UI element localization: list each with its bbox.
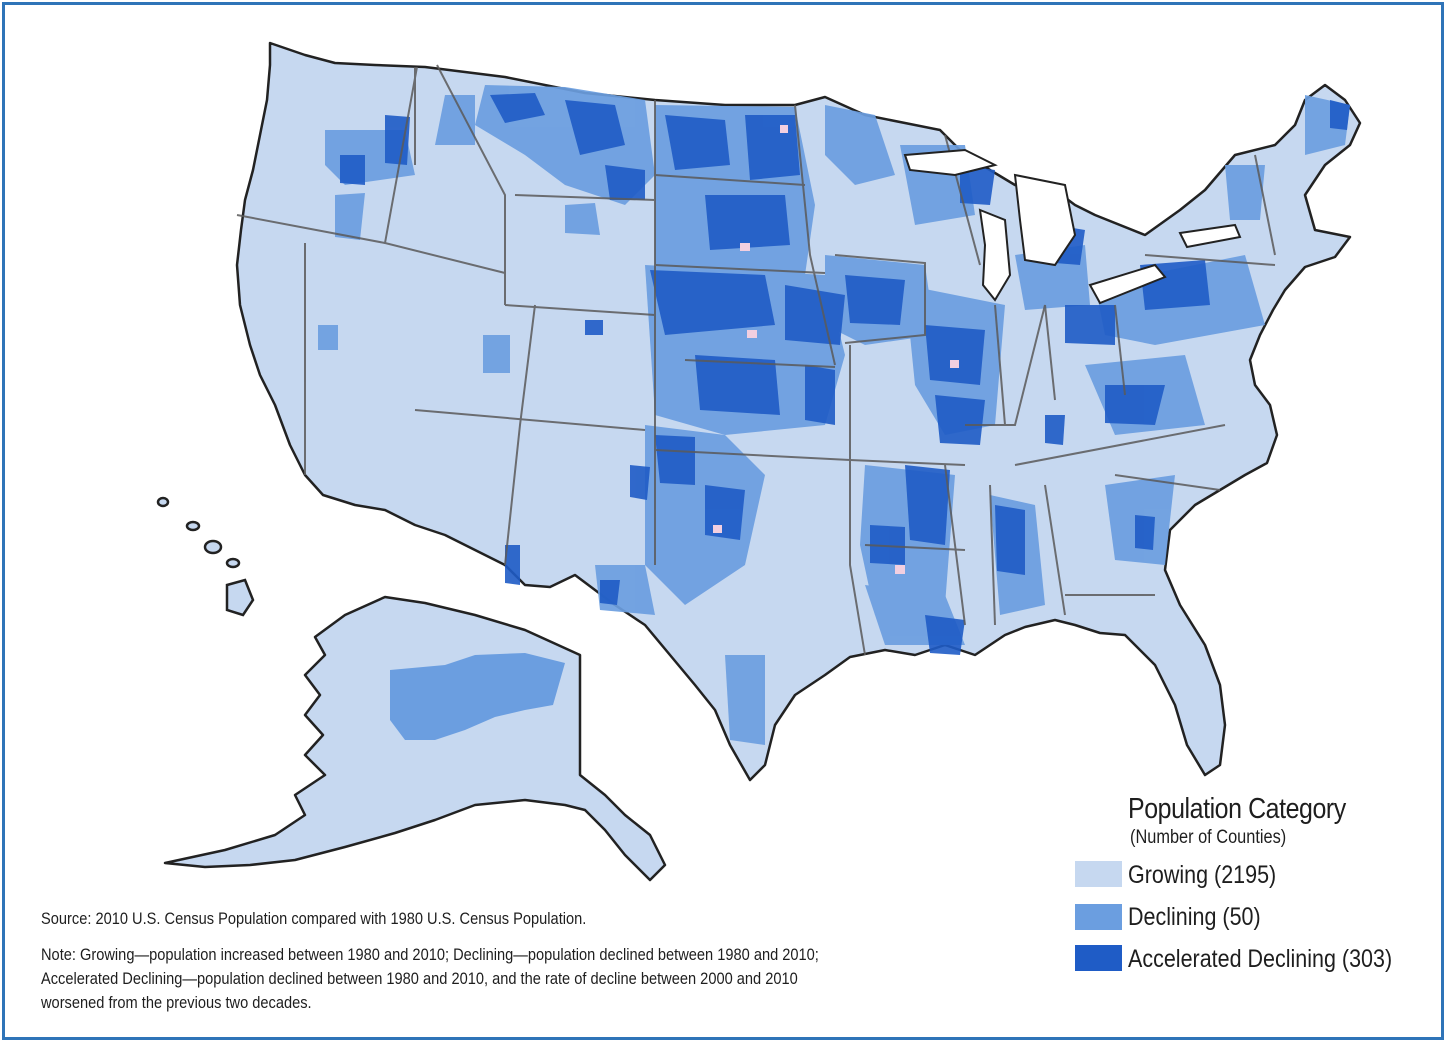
state-boundaries — [236, 64, 1276, 656]
alaska-declining-region — [390, 653, 565, 740]
note-line-3: worsened from the previous two decades. — [41, 993, 312, 1012]
accelerated-declining-counties — [340, 93, 1350, 655]
legend-label-growing: Growing (2195) — [1128, 861, 1277, 889]
no-data-counties — [713, 125, 959, 574]
source-note: Source: 2010 U.S. Census Population comp… — [41, 909, 587, 928]
legend-swatch-accelerated-declining — [1075, 945, 1122, 971]
legend-subtitle: (Number of Counties) — [1130, 827, 1287, 848]
note-line-1: Note: Growing—population increased betwe… — [41, 945, 819, 964]
legend-label-accelerated-declining: Accelerated Declining (303) — [1128, 945, 1393, 973]
legend-swatch-growing — [1075, 861, 1122, 887]
legend-label-declining: Declining (50) — [1128, 903, 1261, 931]
note-line-2: Accelerated Declining—population decline… — [41, 969, 798, 988]
great-lakes — [903, 148, 1242, 305]
legend-title: Population Category — [1128, 793, 1346, 825]
legend-swatch-declining — [1075, 904, 1122, 930]
hawaii-islands — [156, 496, 255, 617]
us-county-map — [156, 41, 1362, 882]
